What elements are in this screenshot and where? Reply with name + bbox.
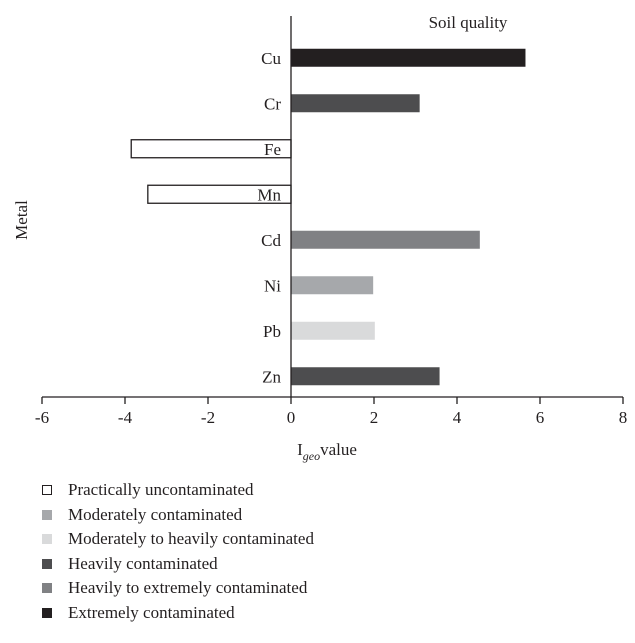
legend-swatch [42, 607, 52, 618]
legend-item: Heavily to extremely contaminated [42, 576, 314, 601]
category-label-ni: Ni [264, 276, 281, 295]
x-tick-label: 6 [536, 408, 545, 427]
x-tick-label: 0 [287, 408, 296, 427]
category-label-cr: Cr [264, 94, 281, 113]
category-label-pb: Pb [263, 322, 281, 341]
legend: Practically uncontaminated Moderately con… [42, 478, 314, 625]
category-label-cu: Cu [261, 49, 281, 68]
legend-label: Practically uncontaminated [68, 480, 254, 500]
chart-title: Soil quality [429, 13, 508, 32]
legend-label: Moderately to heavily contaminated [68, 529, 314, 549]
x-axis-label: Igeovalue [297, 440, 357, 463]
category-label-cd: Cd [261, 231, 281, 250]
legend-label: Extremely contaminated [68, 602, 235, 622]
bar-ni [291, 276, 374, 295]
x-tick-label: -6 [35, 408, 49, 427]
legend-swatch [42, 558, 52, 569]
legend-swatch [42, 485, 52, 496]
legend-label: Heavily to extremely contaminated [68, 578, 308, 598]
x-tick-label: 8 [619, 408, 628, 427]
bar-zn [291, 367, 440, 386]
y-axis-label: Metal [12, 200, 31, 240]
bar-cu [291, 48, 526, 67]
legend-label: Moderately contaminated [68, 504, 243, 524]
axes-group: -6 -4 -2 0 2 4 6 8 [35, 16, 627, 427]
legend-item: Moderately contaminated [42, 503, 314, 528]
category-label-zn: Zn [262, 367, 281, 386]
bar-chart: Soil quality Metal Cu Cr Fe Mn Cd Ni Pb Zn -6 -4… [12, 13, 627, 463]
bar-cd [291, 230, 480, 249]
legend-item: Heavily contaminated [42, 552, 314, 577]
x-tick-label: 2 [370, 408, 379, 427]
category-label-fe: Fe [264, 140, 281, 159]
legend-swatch [42, 534, 52, 545]
x-tick-label: -4 [118, 408, 133, 427]
legend-label: Heavily contaminated [68, 553, 218, 573]
x-axis-label-subscript: geo [303, 449, 320, 463]
bars-group: Cu Cr Fe Mn Cd Ni Pb Zn [130, 48, 526, 386]
bar-pb [291, 321, 375, 340]
legend-swatch [42, 583, 52, 594]
legend-item: Moderately to heavily contaminated [42, 527, 314, 552]
x-tick-label: 4 [453, 408, 462, 427]
legend-item: Extremely contaminated [42, 601, 314, 626]
bar-cr [291, 94, 420, 113]
category-label-mn: Mn [257, 185, 281, 204]
legend-item: Practically uncontaminated [42, 478, 314, 503]
legend-swatch [42, 509, 52, 520]
x-tick-label: -2 [201, 408, 215, 427]
